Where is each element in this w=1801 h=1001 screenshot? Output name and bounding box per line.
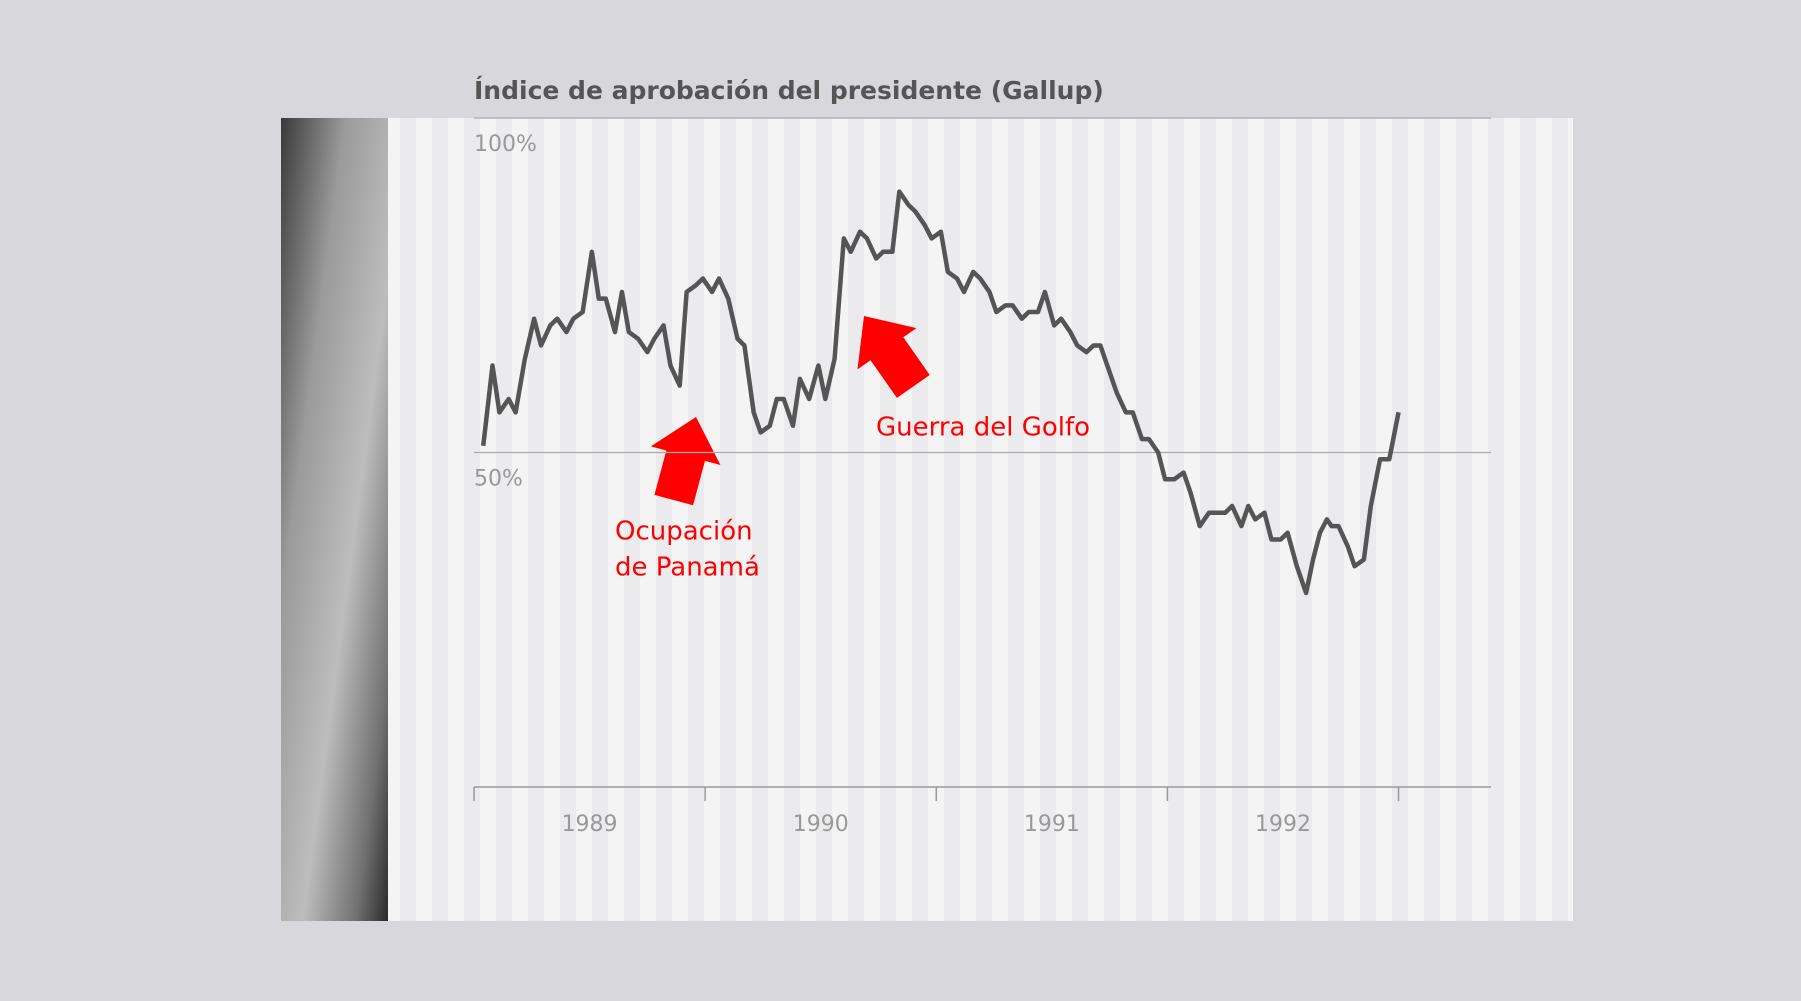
arrow: [857, 316, 930, 398]
x-tick-label: 1992: [1255, 812, 1311, 837]
photo: [281, 118, 388, 921]
x-tick-label: 1989: [562, 812, 618, 837]
y-tick-label: 50%: [474, 467, 523, 492]
panel: [388, 118, 1573, 921]
x-tick-label: 1991: [1024, 812, 1080, 837]
y-tick-label: 100%: [474, 132, 537, 157]
annotation: Guerra del Golfo: [876, 413, 1090, 443]
chart-title: Índice de aprobación del presidente (Gal…: [474, 76, 1104, 105]
arrow: [650, 417, 721, 506]
annotation: de Panamá: [615, 553, 760, 583]
annotation: Ocupación: [615, 517, 753, 547]
line: [481, 189, 1401, 596]
x-tick-label: 1990: [793, 812, 849, 837]
